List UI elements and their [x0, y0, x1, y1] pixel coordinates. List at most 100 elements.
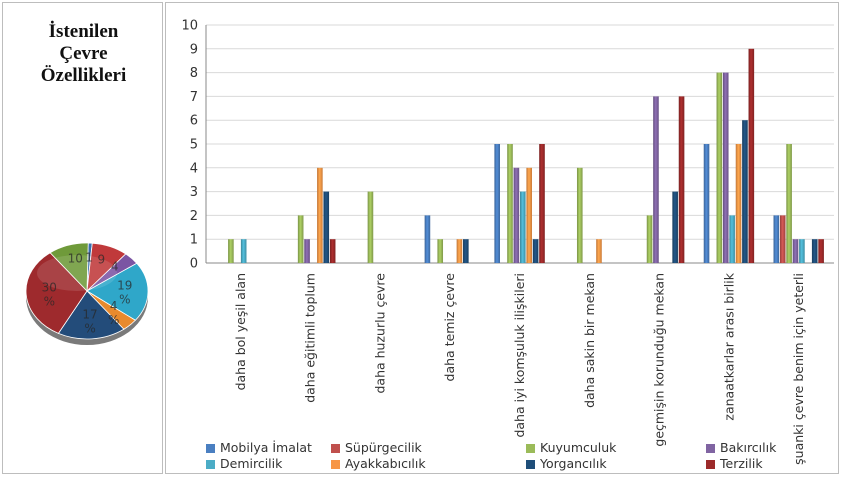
bar-rect: [367, 191, 374, 263]
bar-rect: [304, 239, 310, 263]
legend-label: Süpürgecilik: [345, 440, 422, 455]
legend-swatch: [331, 460, 340, 469]
bar-rect: [526, 167, 532, 263]
bar: [722, 72, 729, 263]
bar-rect: [532, 239, 539, 263]
bar-rect: [678, 96, 685, 264]
bar: [678, 96, 685, 264]
bar: [703, 144, 710, 263]
legend-label: Terzilik: [720, 456, 763, 471]
bar: [818, 239, 824, 263]
y-tick-label: 1: [190, 233, 198, 248]
legend-swatch: [526, 444, 535, 453]
bar-chart: 0 1 2 3 4 5 6 7 8 9 10 daha bol yeşil alan daha eğit…: [181, 19, 834, 465]
bar-rect: [596, 239, 602, 263]
bar-rect: [786, 144, 792, 263]
bar: [323, 191, 330, 263]
bar-rect: [811, 239, 818, 263]
bar: [494, 144, 500, 263]
bar-rect: [748, 48, 755, 263]
bar: [786, 144, 792, 263]
pie-label: 1: [85, 250, 93, 264]
legend-item: Terzilik: [706, 456, 763, 471]
legend-swatch: [706, 460, 715, 469]
bar: [748, 48, 755, 263]
bar: [672, 191, 678, 263]
bar-rect: [424, 215, 431, 263]
bar: [729, 215, 735, 263]
bar-rect: [513, 167, 520, 263]
bar: [240, 239, 247, 263]
bar: [329, 239, 336, 263]
bar: [539, 144, 545, 263]
bar: [596, 239, 602, 263]
pie-label: 10: [68, 252, 83, 266]
bar-rect: [722, 72, 729, 263]
y-tick-label: 10: [181, 19, 198, 34]
bar-rect: [729, 215, 735, 263]
bar: [463, 239, 469, 263]
title-line-2: Çevre: [59, 43, 108, 64]
bar: [653, 96, 659, 264]
pie-label: 19%: [117, 279, 132, 307]
bar: [779, 215, 786, 263]
bar-rect: [742, 120, 748, 263]
legend-label: Mobilya İmalat: [220, 440, 312, 455]
x-tick-label: şuanki çevre benim için yeterli: [791, 273, 806, 465]
pie-label: 9: [97, 252, 105, 266]
bar-rect: [329, 239, 336, 263]
bar: [437, 239, 444, 263]
bar-rect: [646, 215, 653, 263]
y-tick-label: 2: [190, 209, 198, 224]
bar: [304, 239, 310, 263]
legend-swatch: [706, 444, 715, 453]
bar: [367, 191, 374, 263]
pie-label: 4: [111, 260, 119, 274]
bar-rect: [792, 239, 799, 263]
bar: [228, 239, 234, 263]
bar: [576, 167, 583, 263]
y-tick-label: 9: [190, 42, 198, 57]
x-tick-label: daha temiz çevre: [442, 273, 457, 382]
legend-label: Demircilik: [220, 456, 283, 471]
legend-swatch: [206, 444, 215, 453]
legend-label: Kuyumculuk: [540, 440, 617, 455]
bar-rect: [672, 191, 678, 263]
bar-rect: [520, 191, 526, 263]
pie-slice: [86, 262, 149, 321]
legend-item: Kuyumculuk: [526, 440, 616, 455]
pie-slice: [49, 242, 89, 292]
bar: [799, 239, 805, 263]
y-tick-label: 6: [190, 114, 198, 129]
bar: [735, 144, 742, 263]
bar: [811, 239, 818, 263]
pie-label: 30%: [42, 280, 57, 308]
bar: [424, 215, 431, 263]
bar: [317, 167, 323, 263]
bar-rect: [240, 239, 247, 263]
bar-rect: [779, 215, 786, 263]
x-tick-label: daha huzurlu çevre: [372, 273, 387, 394]
bar: [297, 215, 304, 263]
bar-rect: [799, 239, 805, 263]
legend-label: Ayakkabıcılık: [345, 456, 426, 471]
title-line-3: Özellikleri: [40, 65, 127, 86]
bar-rect: [437, 239, 444, 263]
legend-label: Yorgancılık: [540, 456, 607, 471]
bar-rect: [297, 215, 304, 263]
pie-slice: [25, 252, 88, 334]
x-tick-label: daha iyi komşuluk ilişkileri: [512, 273, 527, 438]
pie-chart: 1 94 19 %4 % 17 % 30 % 10: [25, 242, 149, 345]
x-tick-label: daha sakin bir mekan: [582, 273, 597, 408]
bar-rect: [539, 144, 545, 263]
pie-highlight: [37, 255, 117, 291]
bar-rect: [228, 239, 234, 263]
bar-chart-panel: 0 1 2 3 4 5 6 7 8 9 10 daha bol yeşil alan daha eğit…: [165, 2, 839, 474]
bar-rect: [818, 239, 824, 263]
bar: [513, 167, 520, 263]
bar: [507, 144, 513, 263]
legend-item: Ayakkabıcılık: [331, 456, 426, 471]
legend-item: Bakırcılık: [706, 440, 776, 455]
x-tick-label: daha eğitimli toplum: [303, 273, 318, 403]
legend-item: Demircilik: [206, 456, 282, 471]
